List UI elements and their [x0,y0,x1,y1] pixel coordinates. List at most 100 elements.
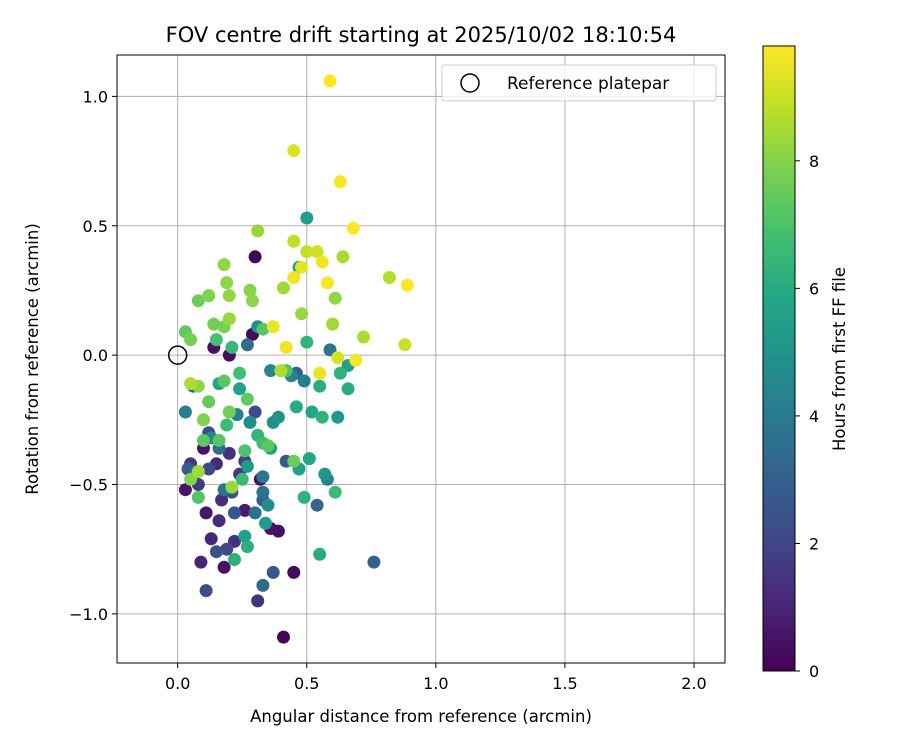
x-tick-label: 1.5 [552,674,577,693]
scatter-point [184,377,198,391]
legend-box [441,64,717,102]
scatter-point [202,462,216,476]
scatter-point [398,338,412,352]
scatter-point [341,382,355,396]
x-tick-label: 0.0 [165,674,190,693]
scatter-point [199,506,213,520]
scatter-point [248,405,262,419]
scatter-point [178,405,192,419]
legend-label: Reference platepar [507,74,669,94]
scatter-point [305,405,319,419]
scatter-point [202,395,216,409]
colorbar-tick-label: 4 [809,407,819,426]
scatter-point [202,289,216,303]
legend-reference-marker [460,73,480,93]
scatter-point [184,333,198,347]
scatter-point [238,444,252,458]
scatter-point [271,524,285,538]
scatter-point [300,335,314,349]
scatter-point [313,366,327,380]
scatter-point [315,410,329,424]
colorbar-tick-label: 0 [809,662,819,681]
scatter-point [266,565,280,579]
scatter-point [313,547,327,561]
scatter-point [264,364,278,378]
plot-area [117,55,725,663]
scatter-point [297,490,311,504]
scatter-point [274,364,288,378]
scatter-point [240,392,254,406]
scatter-point [199,584,213,598]
scatter-point [313,379,327,393]
scatter-point [287,144,301,158]
scatter-point [271,410,285,424]
scatter-point [400,278,414,292]
scatter-point [295,260,309,274]
scatter-point [251,594,265,608]
scatter-point [191,490,205,504]
scatter-point [178,483,192,497]
scatter-point [323,74,337,88]
colorbar-ticks: 0 2 4 6 8 [795,152,819,681]
scatter-point [266,320,280,334]
axes-frame [116,54,726,664]
colorbar-tick-label: 8 [809,152,819,171]
scatter-point [331,351,345,365]
scatter-point [336,250,350,264]
scatter-point [207,317,221,331]
reference-platepar-marker [167,345,188,365]
scatter-point [197,413,210,427]
scatter-point [318,467,332,481]
scatter-point [256,485,270,499]
chart-title: FOV centre drift starting at 2025/10/02 … [166,23,677,47]
y-tick-label: 1.0 [83,87,108,106]
scatter-point [197,434,210,447]
scatter-point [212,514,226,528]
x-axis-label: Angular distance from reference (arcmin) [250,707,592,726]
x-tick-label: 2.0 [681,674,706,693]
scatter-point [315,255,329,269]
scatter-point [220,276,234,290]
scatter-point [251,224,265,238]
x-axis-ticks: 0.0 0.5 1.0 1.5 2.0 [165,663,707,693]
scatter-point [279,340,293,354]
scatter-point [222,289,236,303]
scatter-point [256,578,270,592]
scatter-point [217,374,231,388]
scatter-point [302,452,316,466]
scatter-point [297,374,311,388]
scatter-points [178,74,414,644]
scatter-point [228,506,241,520]
scatter-point [382,271,396,284]
scatter-point [333,175,347,189]
scatter-point [261,498,275,512]
scatter-point [238,529,252,543]
scatter-point [328,485,342,499]
scatter-point [261,439,275,453]
scatter-point [209,333,223,347]
y-axis-label: Rotation from reference (arcmin) [23,223,42,495]
scatter-point [289,400,303,414]
scatter-point [220,542,234,556]
y-tick-label: −0.5 [69,475,108,494]
scatter-point [191,465,205,478]
scatter-point [222,446,236,460]
colorbar-gradient [763,46,795,671]
scatter-point [220,418,234,432]
scatter-point [240,338,254,352]
scatter-point [248,250,262,264]
scatter-point [217,258,231,272]
x-tick-label: 0.5 [294,674,319,693]
scatter-point [333,366,347,380]
y-tick-label: −1.0 [69,605,108,624]
scatter-point [248,506,262,520]
scatter-point [233,366,247,380]
scatter-point [349,353,363,367]
scatter-point [287,454,301,468]
y-axis-ticks: −1.0 −0.5 0.0 0.5 1.0 [69,87,117,624]
scatter-point [225,480,239,494]
scatter-point [295,307,309,321]
scatter-point [300,211,314,225]
scatter-point [287,271,301,284]
scatter-point [346,221,360,235]
